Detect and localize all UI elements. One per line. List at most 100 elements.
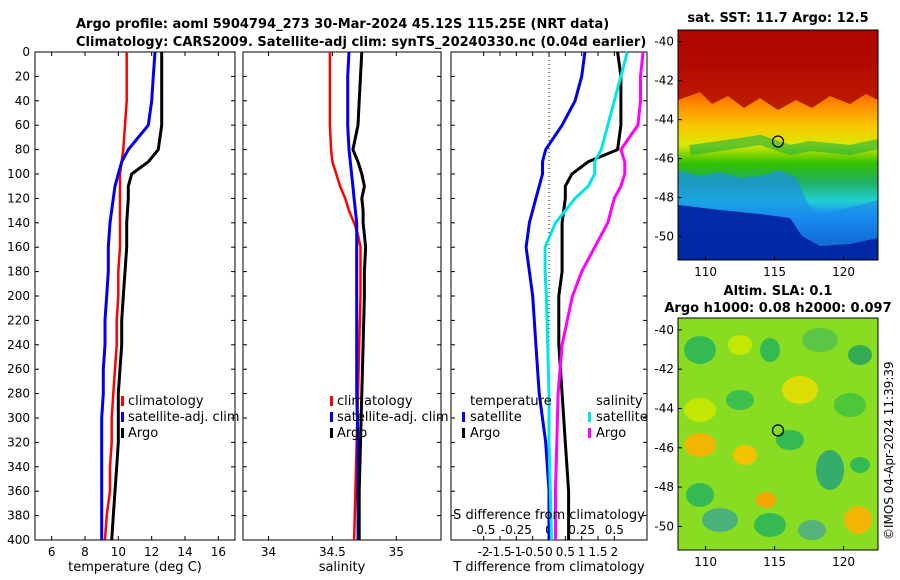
x-tick-label: -1 <box>510 545 522 559</box>
depth-tick-label: 220 <box>7 313 30 327</box>
legend-swatch-argo <box>121 428 124 438</box>
sla-map-subtitle: Argo h1000: 0.08 h2000: 0.097 <box>664 301 891 316</box>
depth-tick-label: 320 <box>7 435 30 449</box>
legend-swatch-argo <box>330 428 333 438</box>
map-x-tick-label: 120 <box>832 555 855 569</box>
s-difference-xlabel: S difference from climatology <box>453 508 645 523</box>
legend-swatch-satellite <box>121 412 124 422</box>
depth-tick-label: 20 <box>15 69 30 83</box>
x-tick-label: 0.5 <box>556 545 575 559</box>
series-line-satellite-adj-clim <box>100 51 157 540</box>
map-y-tick-label: -48 <box>654 480 674 494</box>
map-x-tick-label: 115 <box>763 555 786 569</box>
title-line2: Climatology: CARS2009. Satellite-adj cli… <box>76 35 646 50</box>
depth-tick-label: 260 <box>7 362 30 376</box>
legend-label: Argo <box>128 426 158 441</box>
legend-swatch-s-satellite <box>588 412 591 422</box>
map-y-tick-label: -42 <box>654 362 674 376</box>
salinity-panel: 34 34.5 35 <box>243 51 441 559</box>
x-tick-label: 12 <box>144 545 159 559</box>
legend-swatch-climatology <box>330 396 333 406</box>
salinity-xlabel: salinity <box>319 560 366 575</box>
series-line-satellite-adj-clim <box>346 51 360 540</box>
legend-swatch-t-argo <box>462 428 465 438</box>
legend-label: Argo <box>337 426 367 441</box>
s-tick-label: 0.5 <box>605 523 624 537</box>
series-line-climatology <box>103 52 128 541</box>
series-line-argo <box>110 52 164 541</box>
depth-tick-label: 340 <box>7 460 30 474</box>
legend-label: satellite-adj. clim <box>128 410 240 425</box>
s-tick-label: -0.5 <box>472 523 495 537</box>
temperature-xlabel: temperature (deg C) <box>68 560 202 575</box>
map-y-tick-label: -50 <box>654 519 674 533</box>
legend-header-temperature: temperature <box>470 394 552 409</box>
sst-map-image <box>678 30 878 260</box>
temperature-panel: 6 8 10 12 14 16 <box>35 51 235 559</box>
title-line1: Argo profile: aoml 5904794_273 30-Mar-20… <box>76 17 609 32</box>
depth-tick-label: 240 <box>7 338 30 352</box>
depth-tick-label: 300 <box>7 411 30 425</box>
depth-tick-label: 180 <box>7 265 30 279</box>
sst-map-title: sat. SST: 11.7 Argo: 12.5 <box>687 11 868 26</box>
map-y-tick-label: -50 <box>654 230 674 244</box>
legend-label: satellite-adj. clim <box>337 410 449 425</box>
x-tick-label: -2 <box>478 545 490 559</box>
x-tick-label: 34.5 <box>319 545 346 559</box>
x-tick-label: 2 <box>611 545 619 559</box>
series-line-salinity-satellite <box>543 51 629 541</box>
sst-map-frame <box>677 29 879 261</box>
argo-location-marker <box>771 135 785 148</box>
depth-tick-label: 100 <box>7 167 30 181</box>
legend-swatch-t-satellite <box>462 412 465 422</box>
x-tick-label: 16 <box>211 545 226 559</box>
x-tick-label: 8 <box>81 545 89 559</box>
depth-tick-label: 40 <box>15 94 30 108</box>
legend-label: Argo <box>470 426 500 441</box>
map-y-tick-label: -42 <box>654 74 674 88</box>
depth-tick-label: 400 <box>7 533 30 547</box>
sla-map-axes: 110 115 120 -40 -42 -44 -46 -48 -50 <box>654 323 855 569</box>
map-y-tick-label: -40 <box>654 35 674 49</box>
x-tick-label: 34 <box>261 545 276 559</box>
x-tick-label: 6 <box>48 545 56 559</box>
legend-swatch-climatology <box>121 396 124 406</box>
legend-label: climatology <box>128 394 204 409</box>
depth-tick-label: 140 <box>7 216 30 230</box>
map-y-tick-label: -44 <box>654 401 674 415</box>
x-tick-label: 14 <box>177 545 192 559</box>
legend-label: Argo <box>596 426 626 441</box>
x-tick-label: 10 <box>111 545 126 559</box>
series-line-argo <box>351 51 368 540</box>
depth-tick-label: 60 <box>15 118 30 132</box>
sla-map-image <box>678 318 878 550</box>
depth-tick-label: 120 <box>7 191 30 205</box>
x-tick-label: 1.5 <box>588 545 607 559</box>
map-x-tick-label: 110 <box>694 555 717 569</box>
t-difference-xlabel: T difference from climatology <box>452 560 645 575</box>
temperature-legend: climatology satellite-adj. clim Argo <box>121 394 240 441</box>
temperature-axes <box>34 51 236 541</box>
difference-panel: -2-1.5-1-0.5 0 0.5 1 1.5 2-0.5 -0.25 0 0.25 0.5 <box>451 51 647 559</box>
s-tick-label: -0.25 <box>501 523 532 537</box>
map-y-tick-label: -48 <box>654 191 674 205</box>
salinity-legend: climatology satellite-adj. clim Argo <box>330 394 449 441</box>
legend-label: satellite <box>470 410 522 425</box>
salinity-axes <box>242 51 442 541</box>
legend-swatch-satellite <box>330 412 333 422</box>
x-tick-label: 1 <box>578 545 586 559</box>
series-line-temperature-satellite <box>524 51 587 540</box>
depth-tick-label: 0 <box>22 45 30 59</box>
depth-tick-label: 280 <box>7 387 30 401</box>
map-y-tick-label: -46 <box>654 152 674 166</box>
x-tick-label: -1.5 <box>488 545 511 559</box>
legend-swatch-s-argo <box>588 428 591 438</box>
depth-tick-label: 380 <box>7 509 30 523</box>
depth-tick-label: 160 <box>7 240 30 254</box>
map-y-tick-label: -44 <box>654 113 674 127</box>
s-tick-label: 0.25 <box>568 523 595 537</box>
depth-tick-label: 360 <box>7 484 30 498</box>
map-y-tick-label: -46 <box>654 441 674 455</box>
sla-map-title: Altim. SLA: 0.1 <box>724 284 833 299</box>
legend-header-salinity: salinity <box>596 394 643 409</box>
